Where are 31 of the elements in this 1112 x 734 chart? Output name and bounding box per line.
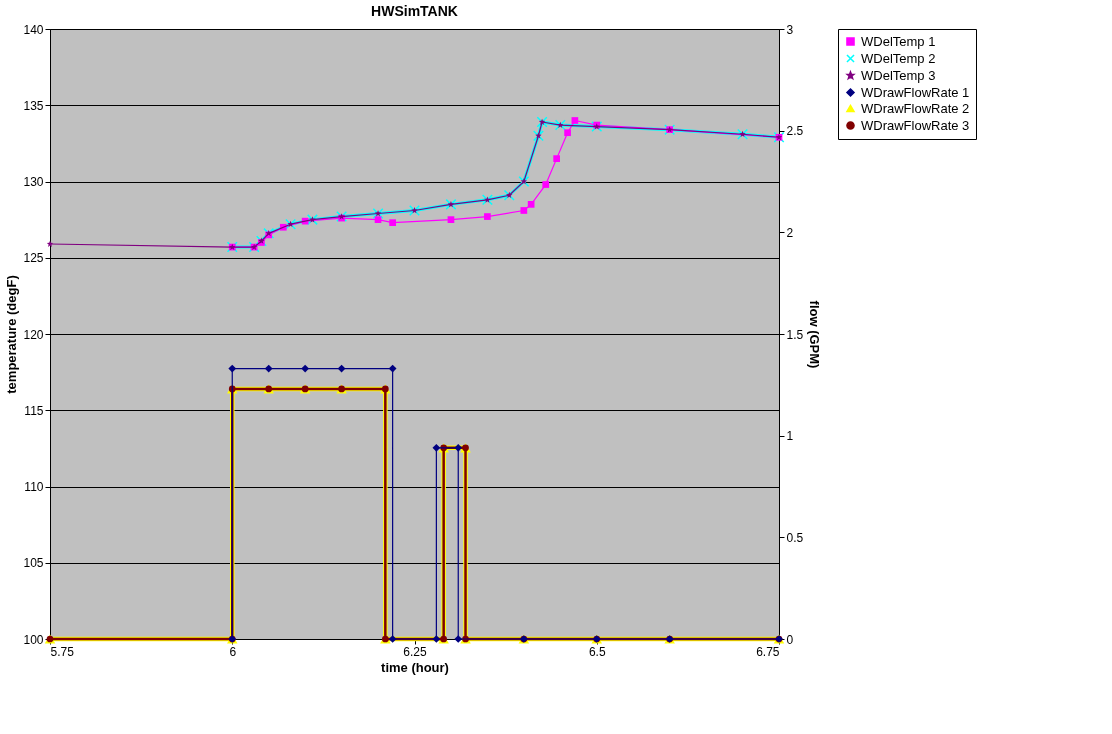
x-tick-label: 6 [229,644,237,659]
y-tick-label: 110 [24,480,44,494]
legend-label: WDelTemp 2 [861,50,936,66]
legend-label: WDelTemp 3 [861,67,936,83]
legend-label: WDrawFlowRate 3 [861,117,970,133]
y-tick-label: 135 [23,98,44,113]
x-tick-label: 6.5 [588,644,606,659]
y-tick-label: 100 [23,632,44,647]
legend-label: WDrawFlowRate 2 [861,100,970,116]
x-tick-label: 6.25 [403,644,427,659]
y-tick-label: 130 [23,175,44,189]
y-tick-label: 140 [23,22,44,37]
y2-axis-title: flow (GPM) [807,300,823,369]
y2-tick-label: 2.5 [786,124,804,139]
y2-tick-label: 1 [786,429,794,444]
y2-tick-label: 1.5 [786,327,804,342]
y2-tick-label: 3 [786,22,794,37]
y-tick-label: 115 [24,403,44,418]
legend-label: WDelTemp 1 [861,33,936,49]
x-tick-label: 6.75 [756,644,780,659]
y-tick-label: 105 [23,556,44,571]
y-axis-title: temperature (degF) [4,275,20,394]
legend-label: WDrawFlowRate 1 [861,84,970,100]
chart-title: HWSimTANK [371,3,458,19]
x-axis-title: time (hour) [381,659,449,675]
y-tick-label: 120 [23,327,44,342]
y2-tick-label: 0 [786,632,794,647]
y2-tick-label: 0.5 [786,530,804,545]
x-tick-label: 5.75 [50,644,75,659]
y2-tick-label: 2 [786,225,794,240]
y-tick-label: 125 [23,251,44,266]
